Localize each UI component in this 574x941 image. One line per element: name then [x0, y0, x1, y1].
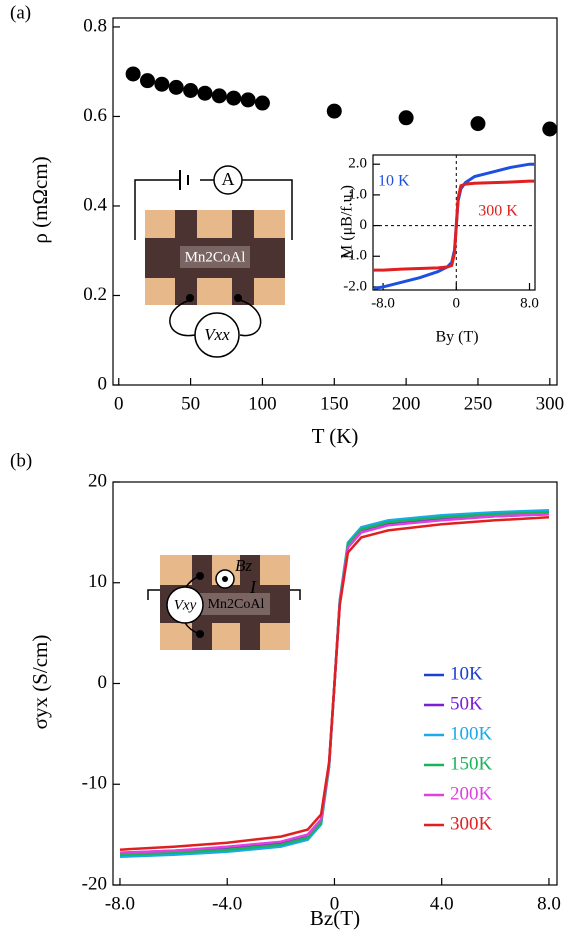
y-tick-label: 0: [98, 672, 108, 693]
data-point: [399, 110, 414, 125]
y-tick-label: 0.8: [83, 15, 107, 36]
device-schematic-b: I Bz Vxy Mn2CoAl: [148, 555, 300, 650]
x-axis-label: Bz(T): [310, 906, 360, 930]
annotation: Mn2CoAl: [208, 597, 265, 612]
figure: 05010015020025030000.20.40.60.8(a)T (K)ρ…: [0, 0, 574, 941]
x-tick-label: -8.0: [371, 295, 395, 311]
x-tick-label: 200: [392, 393, 421, 414]
y-tick-label: 0.2: [83, 284, 107, 305]
data-point: [140, 73, 155, 88]
x-tick-label: 8.0: [537, 893, 561, 914]
x-tick-label: 300: [536, 393, 565, 414]
y-tick-label: -2.0: [343, 278, 367, 294]
y-axis-label: ρ (mΩcm): [28, 156, 52, 243]
legend-label: 150K: [450, 753, 493, 774]
x-tick-label: 0: [453, 295, 461, 311]
y-axis-label: σyx (S/cm): [28, 635, 52, 730]
y-tick-label: 0: [360, 217, 368, 233]
data-point: [241, 92, 256, 107]
legend-label: 10K: [450, 663, 483, 684]
annotation: Bz: [235, 556, 252, 575]
annotation: I: [249, 577, 257, 597]
annotation: A: [222, 169, 235, 189]
data-point: [169, 80, 184, 95]
legend-label: 200K: [450, 783, 493, 804]
y-tick-label: 10: [88, 571, 107, 592]
data-point: [470, 116, 485, 131]
y-tick-label: -20: [82, 873, 107, 894]
x-tick-label: -8.0: [105, 893, 135, 914]
annotation: Vxy: [174, 597, 197, 613]
x-tick-label: 50: [181, 393, 200, 414]
annotation: Mn2CoAl: [185, 249, 246, 265]
x-axis-label: T (K): [312, 424, 359, 448]
data-point: [183, 83, 198, 98]
x-tick-label: -4.0: [212, 893, 242, 914]
data-point: [126, 66, 141, 81]
data-point: [197, 86, 212, 101]
legend-label: 300K: [450, 813, 493, 834]
data-point: [542, 121, 557, 136]
y-axis-label: M (μB/f.u.): [339, 185, 356, 259]
annotation: Vxx: [204, 325, 230, 344]
series-label: 300 K: [478, 203, 518, 220]
y-tick-label: -10: [82, 773, 107, 794]
y-tick-label: 2.0: [348, 156, 367, 172]
data-point: [226, 91, 241, 106]
panel-label: (b): [10, 450, 32, 471]
y-tick-label: 0.4: [83, 194, 107, 215]
data-point: [212, 88, 227, 103]
legend-label: 50K: [450, 693, 483, 714]
y-tick-label: 0: [98, 373, 108, 394]
data-point: [255, 96, 270, 111]
device-schematic-a: A Mn2CoAl Vxx: [135, 166, 292, 357]
y-tick-label: 20: [88, 470, 107, 491]
legend-label: 100K: [450, 723, 493, 744]
x-tick-label: 4.0: [430, 893, 454, 914]
data-point: [327, 104, 342, 119]
x-axis-label: By (T): [435, 329, 478, 346]
x-tick-label: 0: [114, 393, 124, 414]
x-tick-label: 250: [464, 393, 493, 414]
x-tick-label: 8.0: [520, 295, 539, 311]
data-point: [154, 77, 169, 92]
panel-label: (a): [10, 2, 31, 23]
y-tick-label: 0.6: [83, 105, 107, 126]
series-label: 10 K: [378, 173, 410, 190]
x-tick-label: 150: [320, 393, 349, 414]
x-tick-label: 100: [248, 393, 277, 414]
